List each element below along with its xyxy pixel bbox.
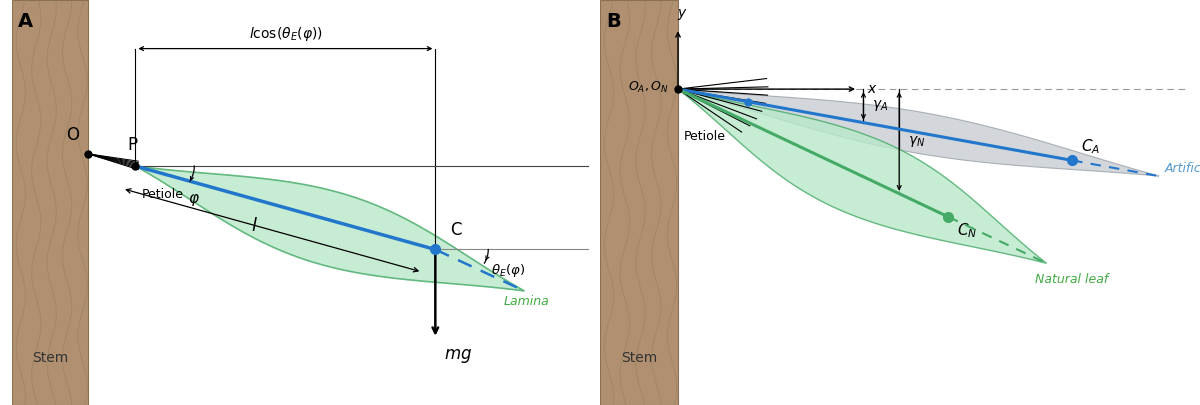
Text: Petiole: Petiole <box>684 130 726 143</box>
Text: Stem: Stem <box>32 350 68 364</box>
Text: $\gamma_N$: $\gamma_N$ <box>908 134 925 149</box>
Text: $C_A$: $C_A$ <box>1081 138 1100 156</box>
Polygon shape <box>600 0 678 405</box>
Text: O: O <box>67 126 79 144</box>
Polygon shape <box>678 89 1159 176</box>
Text: $x$: $x$ <box>866 82 877 96</box>
Text: $l\cos(\theta_E(\varphi))$: $l\cos(\theta_E(\varphi))$ <box>248 25 323 43</box>
Polygon shape <box>136 166 524 291</box>
Text: $\theta_E(\varphi)$: $\theta_E(\varphi)$ <box>491 262 526 279</box>
Text: $mg$: $mg$ <box>444 347 473 364</box>
Text: $\gamma_A$: $\gamma_A$ <box>872 98 889 113</box>
Text: $l$: $l$ <box>251 217 258 235</box>
Text: P: P <box>127 136 138 154</box>
Text: $C_N$: $C_N$ <box>958 221 978 240</box>
Text: Natural leaf: Natural leaf <box>1034 273 1108 286</box>
Text: Lamina: Lamina <box>504 294 550 307</box>
Text: C: C <box>450 222 462 239</box>
Text: $O_A,O_N$: $O_A,O_N$ <box>629 79 670 95</box>
Text: A: A <box>18 12 34 31</box>
Text: $y$: $y$ <box>678 7 688 22</box>
Polygon shape <box>678 89 1046 263</box>
Text: B: B <box>606 12 620 31</box>
Text: Petiole: Petiole <box>142 188 184 201</box>
Text: $\varphi$: $\varphi$ <box>188 192 200 209</box>
Polygon shape <box>12 0 89 405</box>
Text: Artificial leaf: Artificial leaf <box>1165 162 1200 175</box>
Text: Stem: Stem <box>620 350 658 364</box>
